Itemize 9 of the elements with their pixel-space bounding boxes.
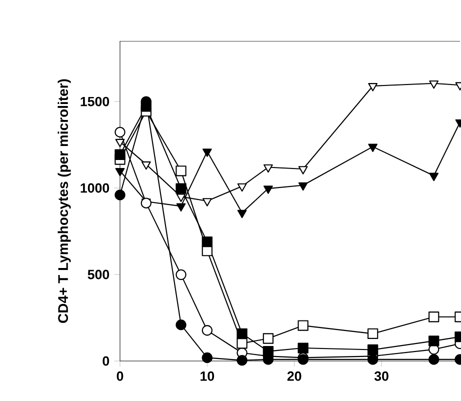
y-tick-label: 0 <box>102 356 110 366</box>
y-axis-title: CD4+ T Lymphocytes (per microliter) <box>58 79 71 323</box>
y-tick-label: 500 <box>88 270 110 280</box>
x-tick-label: 10 <box>200 371 214 381</box>
y-tick-label: 1000 <box>80 183 110 193</box>
x-tick-label: 30 <box>374 371 388 381</box>
y-tick-label: 1500 <box>80 96 110 106</box>
x-tick-label: 0 <box>116 371 124 381</box>
x-tick-label: 20 <box>287 371 302 381</box>
